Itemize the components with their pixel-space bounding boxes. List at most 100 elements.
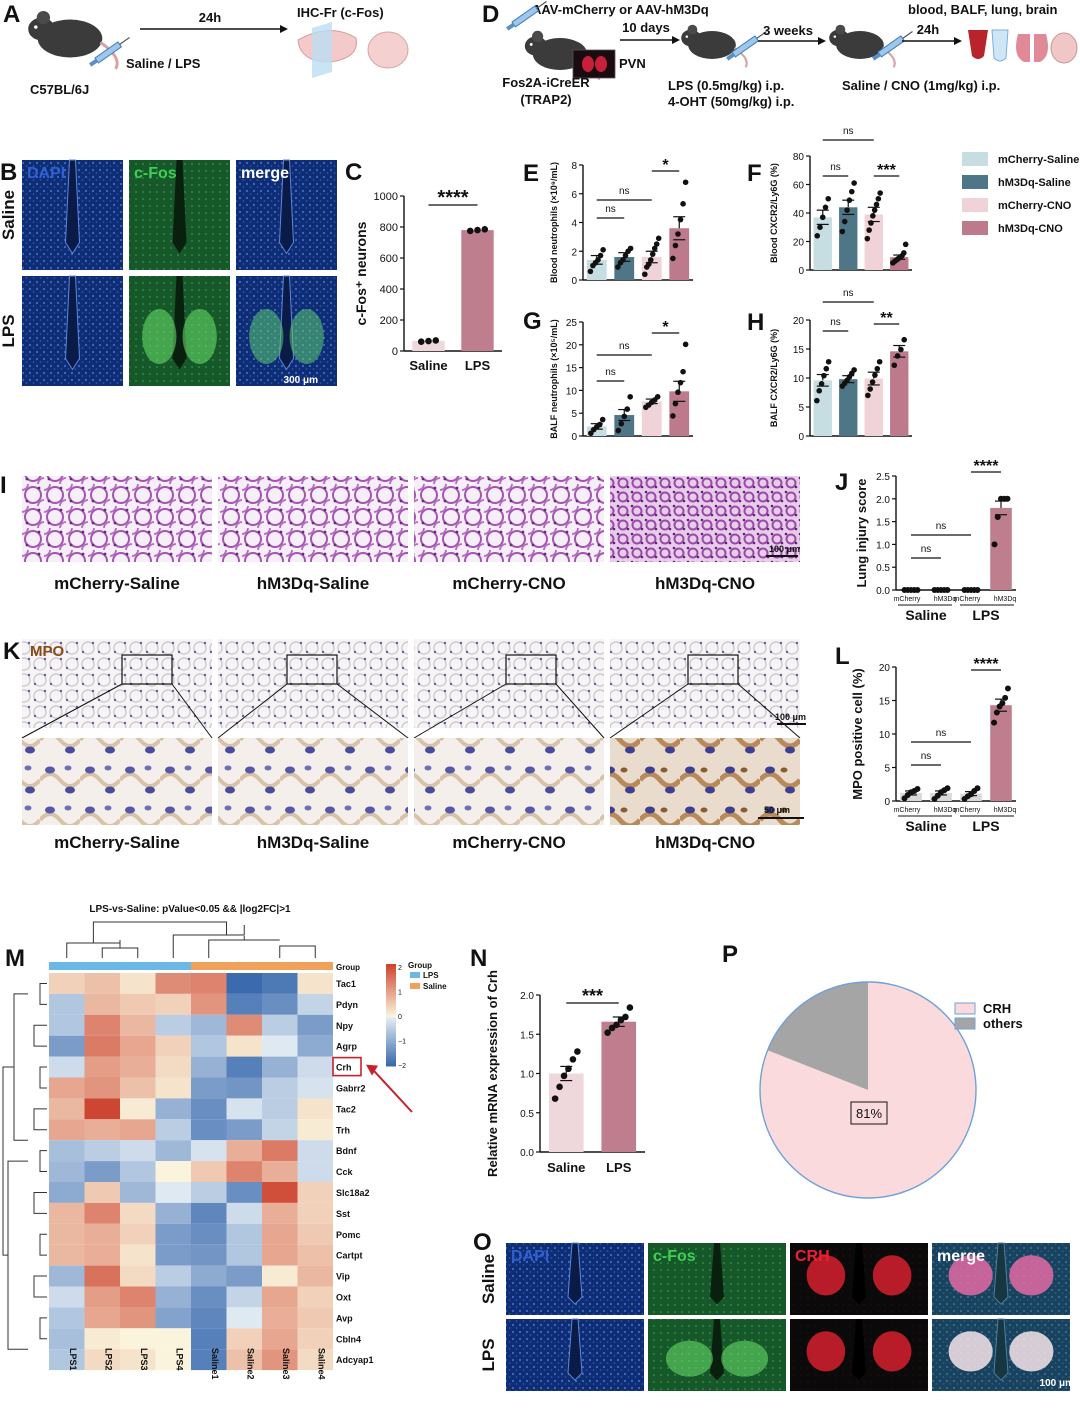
heatmap-cell [155, 1349, 191, 1371]
y-axis-label: c-Fos⁺ neurons [353, 221, 369, 325]
chart-N: 0.0 0.5 1.0 1.5 2.0 Relative mRNA expression … [485, 970, 645, 1177]
legend-group-title: Group [408, 961, 432, 970]
y-tick-label: 60 [793, 181, 805, 192]
panel-o-ventricle [567, 1242, 583, 1305]
data-point [677, 216, 684, 223]
data-point [645, 261, 652, 267]
y-tick-label: 20 [566, 341, 578, 352]
group-label: Saline [905, 818, 946, 834]
data-point [417, 338, 425, 346]
group-bar-cell [84, 962, 120, 970]
panel-b-row-label: LPS [0, 314, 18, 347]
heatmap-cell [226, 1349, 262, 1371]
heatmap-cell [191, 1328, 227, 1350]
panel-label-b: B [0, 159, 17, 186]
panel-b-ventricle [64, 159, 81, 255]
heatmap-cell [297, 1056, 333, 1078]
heatmap-cell [297, 1202, 333, 1224]
group-bar-cell [226, 962, 262, 970]
heatmap-cell [191, 1349, 227, 1371]
data-point [819, 214, 826, 221]
panel-k-scale-top: 100 μm [775, 712, 806, 722]
y-tick-label: 0 [571, 432, 577, 443]
data-point [891, 362, 898, 369]
colorbar-step [386, 1015, 396, 1019]
panel-b-merge-signal [289, 309, 324, 364]
data-point [818, 381, 825, 387]
heatmap-cell [49, 1265, 85, 1287]
colorbar-step [386, 981, 396, 985]
heatmap-cell [191, 1140, 227, 1162]
syringe-plunger [89, 58, 98, 67]
colorbar-step [386, 1012, 396, 1016]
heatmap-cell [120, 973, 156, 994]
pie-legend-swatch [954, 1017, 976, 1030]
crh-arrow-head [366, 1064, 378, 1076]
heatmap-cell [120, 1098, 156, 1120]
mpo-high-image [414, 738, 604, 825]
heatmap-cell [155, 1014, 191, 1036]
gene-label: Sst [336, 1209, 350, 1219]
significance-label: *** [582, 986, 603, 1006]
dendro-branch [33, 1108, 47, 1131]
legend-lps-swatch [410, 972, 420, 978]
gene-label: Agrp [336, 1042, 357, 1052]
heatmap-cell [262, 1244, 298, 1266]
y-tick-label: 6 [571, 190, 577, 201]
heatmap-cell [262, 1182, 298, 1203]
colorbar-step [386, 1058, 396, 1062]
colorbar-step [386, 1063, 396, 1067]
syringe-needle [902, 31, 913, 39]
panel-o-merge-signal [948, 1255, 993, 1296]
panel-label-l: L [835, 643, 850, 670]
data-point [944, 785, 951, 792]
panel-o-merge-signal [1009, 1331, 1054, 1372]
heatmap-cell [155, 1182, 191, 1203]
mpo-inset-line [171, 683, 213, 739]
significance-label: *** [877, 162, 896, 179]
panel-o-crh-signal [806, 1255, 846, 1296]
mouse-tail [99, 41, 119, 70]
heatmap-cell [297, 1182, 333, 1203]
mouse-eye [685, 35, 689, 38]
dendro-branch [101, 947, 139, 958]
data-point [894, 353, 901, 359]
chart-F: 0 20 40 60 80 Blood CXCR2/Ly6G (%) ns *** ns [769, 126, 912, 277]
y-tick-label: 0 [884, 797, 890, 808]
data-point [680, 368, 686, 375]
significance-label: ns [936, 521, 947, 532]
panel-o-row-label: LPS [479, 1338, 498, 1371]
gene-label: Cartpt [336, 1251, 363, 1261]
heatmap-cell [120, 1119, 156, 1141]
mpo-inset-line [413, 683, 507, 739]
gene-label: Slc18a2 [336, 1188, 370, 1198]
group-bar-cell [191, 962, 227, 970]
data-point [653, 241, 660, 247]
heatmap-cell [49, 1349, 85, 1371]
heatmap-cell [155, 1223, 191, 1245]
mpo-caption: hM3Dq-CNO [655, 833, 755, 852]
heatmap-cell [191, 1307, 227, 1329]
colorbar-step [386, 1048, 396, 1052]
legend-item-label: hM3Dq-CNO [998, 223, 1063, 235]
y-tick-label: 10 [793, 374, 805, 385]
he-caption: mCherry-CNO [452, 574, 565, 593]
days-label: 10 days [622, 20, 670, 35]
data-point [655, 235, 662, 242]
bar [990, 507, 1012, 590]
panel-o-ventricle [993, 1242, 1009, 1305]
bar [839, 207, 858, 270]
mpo-high-image [22, 738, 212, 825]
sample-label: LPS4 [174, 1348, 184, 1371]
heatmap-cell [297, 1014, 333, 1036]
data-point [620, 257, 626, 263]
data-point [618, 420, 625, 427]
x-tick-label: hM3Dq [934, 807, 957, 814]
data-point [944, 587, 951, 593]
heatmap-title: LPS-vs-Saline: pValue<0.05 && |log2FC|>1 [89, 904, 291, 915]
heatmap-cell [84, 1328, 120, 1350]
y-axis-label: Blood CXCR2/Ly6G (%) [769, 163, 779, 263]
colorbar-step [386, 976, 396, 980]
heatmap-cell [84, 1035, 120, 1057]
bar [864, 378, 883, 436]
